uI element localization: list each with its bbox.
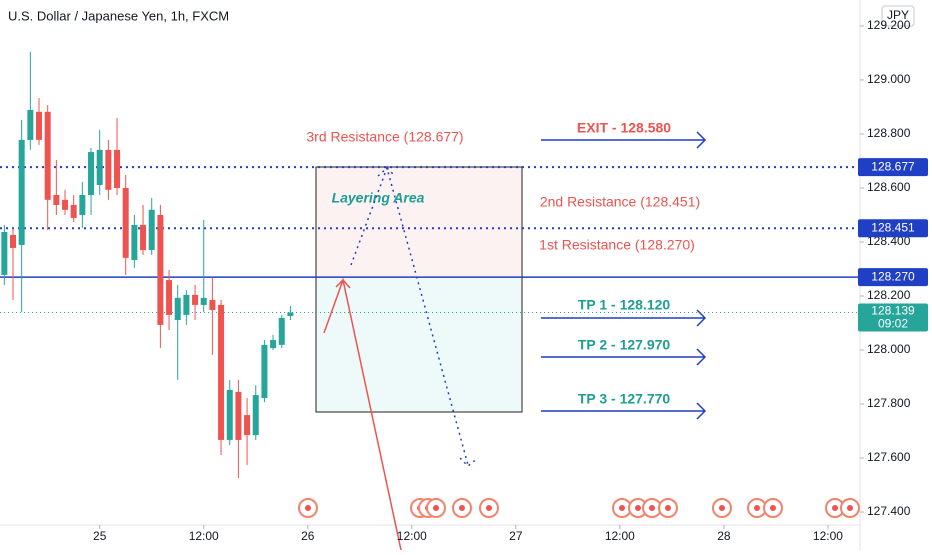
candle-body — [166, 280, 173, 315]
y-tick-label: 127.400 — [867, 504, 911, 518]
annotation: 2nd Resistance (128.451) — [540, 194, 700, 210]
x-tick-label: 12:00 — [605, 529, 635, 543]
candle-body — [209, 300, 216, 311]
candle-body — [10, 234, 17, 248]
x-tick-label: 12:00 — [813, 529, 843, 543]
level-price-label: 128.677 — [871, 159, 915, 173]
candle-body — [105, 149, 112, 190]
arrow — [541, 309, 707, 327]
candle-body — [53, 194, 60, 205]
candle-body — [261, 344, 268, 399]
candle-body — [270, 340, 277, 349]
candle-body — [192, 294, 199, 305]
x-tick-label: 26 — [301, 529, 315, 543]
event-icon-dot — [619, 505, 625, 511]
arrow — [541, 131, 707, 149]
candle-body — [235, 391, 242, 440]
candle-body — [140, 224, 147, 251]
candle-body — [174, 297, 181, 321]
y-tick-label: 128.800 — [867, 126, 911, 140]
candle-body — [200, 297, 207, 305]
candle-body — [96, 149, 103, 185]
annotation: TP 3 - 127.770 — [578, 391, 671, 407]
x-tick-label: 28 — [717, 529, 731, 543]
annotation: 1st Resistance (128.270) — [539, 237, 695, 253]
x-tick-label: 12:00 — [189, 529, 219, 543]
event-icon-dot — [665, 505, 671, 511]
y-tick-label: 128.600 — [867, 180, 911, 194]
y-tick-label: 128.000 — [867, 342, 911, 356]
candle-body — [252, 395, 259, 436]
y-tick-label: 129.200 — [867, 18, 911, 32]
level-price-box — [858, 268, 928, 287]
candle-body — [131, 224, 138, 261]
candle-body — [122, 187, 129, 258]
event-icon-dot — [635, 505, 641, 511]
y-tick-label: 127.800 — [867, 396, 911, 410]
level-price-box — [858, 158, 928, 177]
candle-body — [27, 109, 34, 140]
x-tick-label: 12:00 — [397, 529, 427, 543]
arrows — [350, 131, 707, 468]
event-icon-dot — [832, 505, 838, 511]
candle-body — [218, 304, 225, 440]
candle-body — [70, 204, 77, 218]
dotted-head — [377, 166, 396, 177]
x-tick-label: 27 — [509, 529, 523, 543]
candle-body — [226, 389, 233, 440]
level-price-label: 128.270 — [871, 269, 915, 283]
candle-body — [183, 294, 190, 315]
chart-title: U.S. Dollar / Japanese Yen, 1h, FXCM — [8, 8, 229, 23]
level-price-label: 128.451 — [871, 220, 915, 234]
event-icon-dot — [433, 505, 439, 511]
candle-body — [36, 111, 43, 140]
event-icon-dot — [486, 505, 492, 511]
annotation: EXIT - 128.580 — [577, 120, 671, 136]
last-price-countdown: 09:02 — [878, 317, 908, 331]
currency-box — [881, 5, 915, 27]
candle-body — [18, 139, 25, 245]
last-price-box — [858, 303, 928, 332]
annotation: Layering Area — [332, 190, 425, 206]
event-icon-dot — [305, 505, 311, 511]
annotation: 3rd Resistance (128.677) — [306, 129, 463, 145]
currency-label: JPY — [887, 8, 909, 22]
arrow — [541, 348, 707, 366]
candle-body — [1, 231, 8, 275]
event-icon-dot — [719, 505, 725, 511]
last-price-label: 128.139 — [871, 304, 915, 318]
candle-body — [287, 312, 294, 316]
event-icon-dot — [847, 505, 853, 511]
candle-body — [157, 214, 164, 325]
y-tick-label: 128.200 — [867, 288, 911, 302]
arrow — [541, 402, 707, 420]
event-icon-dot — [754, 505, 760, 511]
annotation: TP 2 - 127.970 — [578, 337, 671, 353]
candle-body — [278, 317, 285, 345]
red-arrow — [323, 277, 402, 551]
layering-box — [315, 166, 523, 278]
candle-body — [44, 111, 51, 200]
y-tick-label: 127.600 — [867, 450, 911, 464]
y-tick-label: 128.400 — [867, 234, 911, 248]
annotation: TP 1 - 128.120 — [578, 297, 671, 313]
arrow — [323, 277, 402, 551]
level-price-box — [858, 219, 928, 238]
x-tick-label: 25 — [93, 529, 107, 543]
y-tick-label: 129.000 — [867, 72, 911, 86]
target-box — [315, 276, 523, 413]
candle-body — [244, 415, 251, 436]
event-icon-dot — [459, 505, 465, 511]
candle-body — [88, 152, 95, 195]
event-icon-dot — [770, 505, 776, 511]
candle-body — [62, 199, 69, 210]
event-icon-dot — [649, 505, 655, 511]
candle-body — [114, 149, 121, 188]
candle-body — [79, 194, 86, 215]
candle-body — [148, 209, 155, 251]
